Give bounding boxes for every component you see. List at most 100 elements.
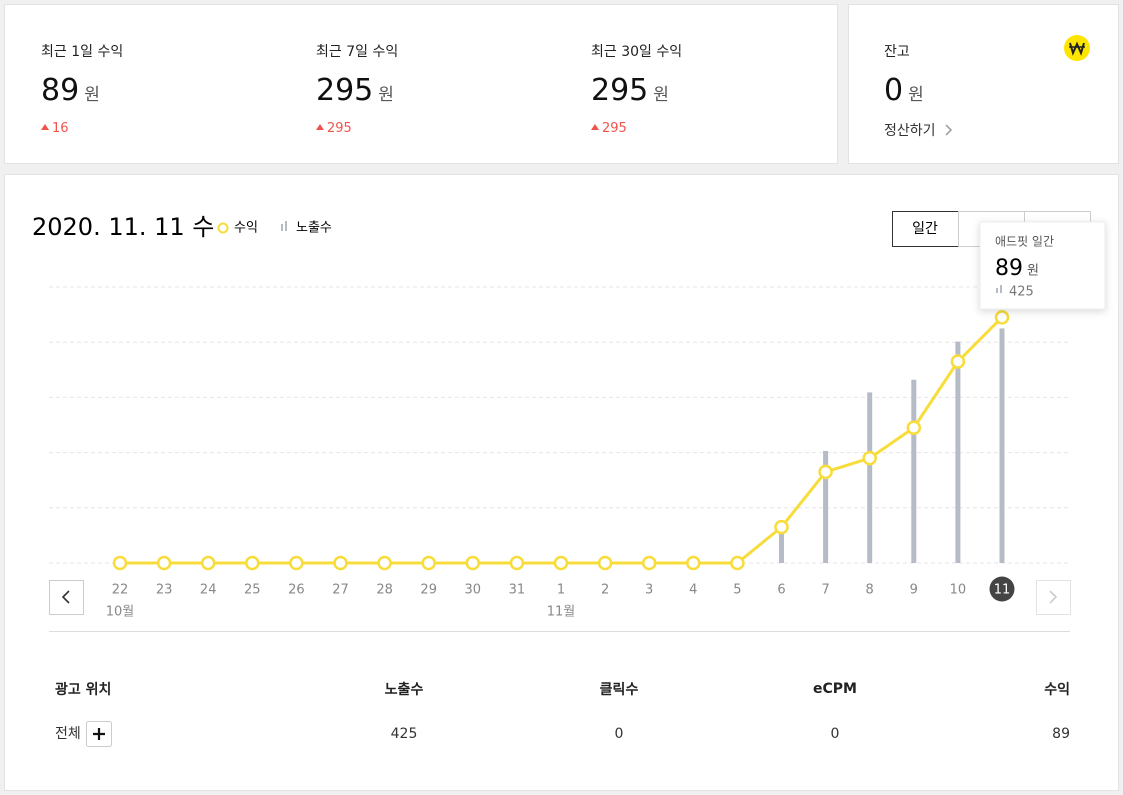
table-cell: 0 [614,726,624,742]
stat-unit: 원 [653,85,669,105]
x-tick-label: 2 [601,583,609,598]
revenue-point [774,519,789,535]
revenue-point [818,464,833,480]
x-tick-label: 25 [244,583,261,598]
revenue-point [950,354,966,369]
bar [823,450,829,563]
selected-marker [989,576,1015,602]
revenue-point [597,555,613,571]
period-button[interactable] [892,211,959,247]
revenue-point [200,555,216,571]
legend-label: 수익 [234,221,258,236]
report-card [4,174,1119,791]
x-tick-label: 28 [376,583,393,598]
revenue-point [465,555,481,571]
tooltip: 애드핏 일간 89 원 425 [979,221,1106,310]
x-tick-label: 1 [557,583,565,598]
month-label: 11월 [547,605,576,620]
period-label[interactable]: 일간 [912,221,938,237]
next-button[interactable] [1036,580,1071,615]
bar [955,341,961,563]
table-header: 수익 [1044,682,1070,698]
table-header: 노출수 [384,682,424,698]
stat-number: 89 [41,73,80,108]
revenue-point [377,555,392,571]
legend-label: 노출수 [296,221,332,236]
plus-icon [92,728,105,740]
revenue-point [289,555,304,571]
prev-button[interactable] [49,580,84,615]
bar [867,392,873,563]
revenue-point [906,420,922,436]
x-tick-label: 29 [420,583,437,598]
revenue-point [686,555,701,571]
x-tick-label: 10 [950,583,967,598]
stat-label: 최근 7일 수익 [316,44,399,60]
chevron-icon [945,124,953,136]
stat-change: 295 [316,121,352,136]
revenue-point [994,310,1010,325]
revenue-point [112,555,128,571]
stat-value: 295 원 [316,73,394,108]
legend-marker [281,224,283,231]
x-tick-label: 23 [156,583,173,598]
stat-value: 295 원 [591,73,669,108]
tooltip-value: 89 [995,256,1023,281]
table-cell: 0 [830,726,840,742]
prev-icon [61,590,70,604]
stat-unit: 원 [378,85,394,105]
revenue-point [509,555,525,571]
x-tick-label: 26 [288,583,305,598]
revenue-point [421,555,436,571]
stat-change: 295 [591,121,627,136]
expand-button[interactable] [85,720,113,748]
table-cell: 전체 [55,720,113,748]
tooltip-bar-icon [996,288,998,293]
stat-number: 295 [316,73,374,108]
table-cell: 89 [1052,726,1070,742]
x-tick-label: 3 [645,583,653,598]
stat-unit: 원 [84,85,100,105]
x-tick-label: 8 [866,583,874,598]
revenue-point [553,555,569,571]
bar [779,533,784,563]
x-tick-label: 27 [332,583,349,598]
balance-unit: 원 [908,85,924,105]
table-header: 광고 위치 [55,682,112,698]
next-icon [1049,590,1058,604]
x-tick-label: 5 [733,583,741,598]
balance-label: 잔고 [884,44,910,60]
won-icon [1064,35,1090,61]
stat-change: 16 [41,121,69,136]
revenue-point [641,555,657,571]
stat-label: 최근 30일 수익 [591,44,683,60]
x-tick-label: 24 [200,583,217,598]
month-label: 10월 [106,605,135,620]
bar [999,328,1005,563]
table-header: eCPM [813,681,857,697]
x-tick-label: 31 [509,583,526,598]
revenue-point [730,555,745,571]
revenue-point [333,555,348,571]
plot [49,286,1070,571]
settle-text[interactable]: 정산하기 [884,123,936,139]
settle-link[interactable]: 정산하기 [884,120,954,140]
x-tick-label: 7 [821,583,829,598]
revenue-point [245,555,260,571]
tooltip-title: 애드핏 일간 [995,235,1054,249]
stat-number: 295 [591,73,649,108]
x-tick-label: 22 [112,583,129,598]
x-tick-label: 4 [689,583,697,598]
x-tick-label: 6 [777,583,785,598]
table-cell: 425 [390,726,418,742]
x-tick-label: 9 [910,583,918,598]
tooltip-unit: 원 [1027,264,1039,279]
x-tick-label: 11 [994,583,1011,598]
tooltip-box [979,221,1106,310]
bar [911,379,917,563]
summary-card: 최근 1일 수익 89 원 16 최근 7일 수익 295 원 295 최근 30일… [4,4,838,164]
